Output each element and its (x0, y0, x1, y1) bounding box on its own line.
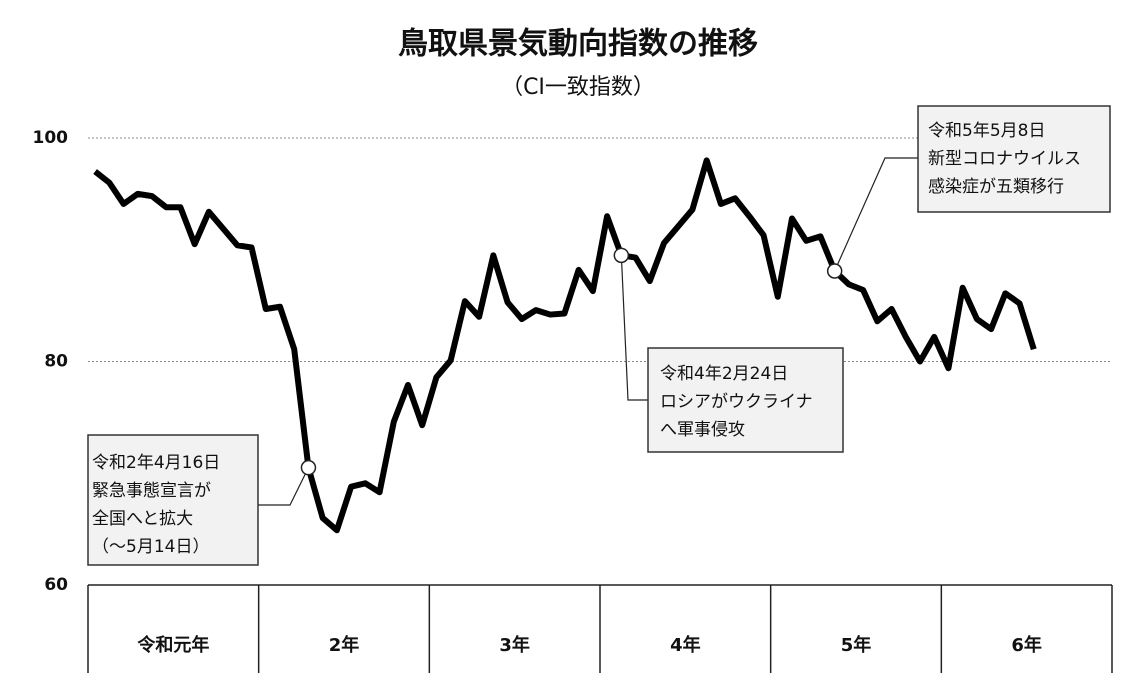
y-tick-label: 60 (44, 575, 68, 595)
callout-text: へ軍事侵攻 (660, 420, 745, 440)
callout-text: 緊急事態宣言が (92, 481, 211, 501)
year-label: 2年 (329, 634, 360, 656)
chart-subtitle: （CI一致指数） (501, 75, 655, 100)
y-tick-label: 100 (33, 128, 69, 148)
y-tick-label: 80 (44, 352, 68, 372)
chart-title: 鳥取県景気動向指数の推移 (398, 27, 758, 62)
year-label: 4年 (670, 634, 701, 656)
callout-leader (834, 157, 918, 272)
callout-text: （～5月14日） (92, 537, 209, 557)
callout-text: 令和4年2月24日 (660, 364, 788, 384)
callout-leader (258, 467, 309, 506)
year-label: 3年 (499, 634, 530, 656)
callout-text: 全国へと拡大 (92, 509, 193, 529)
callout-box (87, 434, 259, 566)
callout-text: ロシアがウクライナ (660, 392, 813, 412)
callout-text: 新型コロナウイルス (928, 149, 1081, 169)
data-line (93, 157, 1037, 534)
event-marker (613, 247, 630, 264)
callout-leader (620, 255, 648, 401)
year-label: 6年 (1011, 634, 1042, 656)
year-label: 令和元年 (136, 634, 209, 656)
callout-text: 令和5年5月8日 (928, 121, 1045, 141)
callout-box (917, 105, 1111, 213)
callout-text: 令和2年4月16日 (92, 453, 220, 473)
event-marker (300, 459, 317, 476)
event-marker (826, 263, 843, 279)
callout-box (647, 347, 844, 453)
callout-text: 感染症が五類移行 (928, 177, 1064, 197)
year-label: 5年 (841, 634, 872, 656)
